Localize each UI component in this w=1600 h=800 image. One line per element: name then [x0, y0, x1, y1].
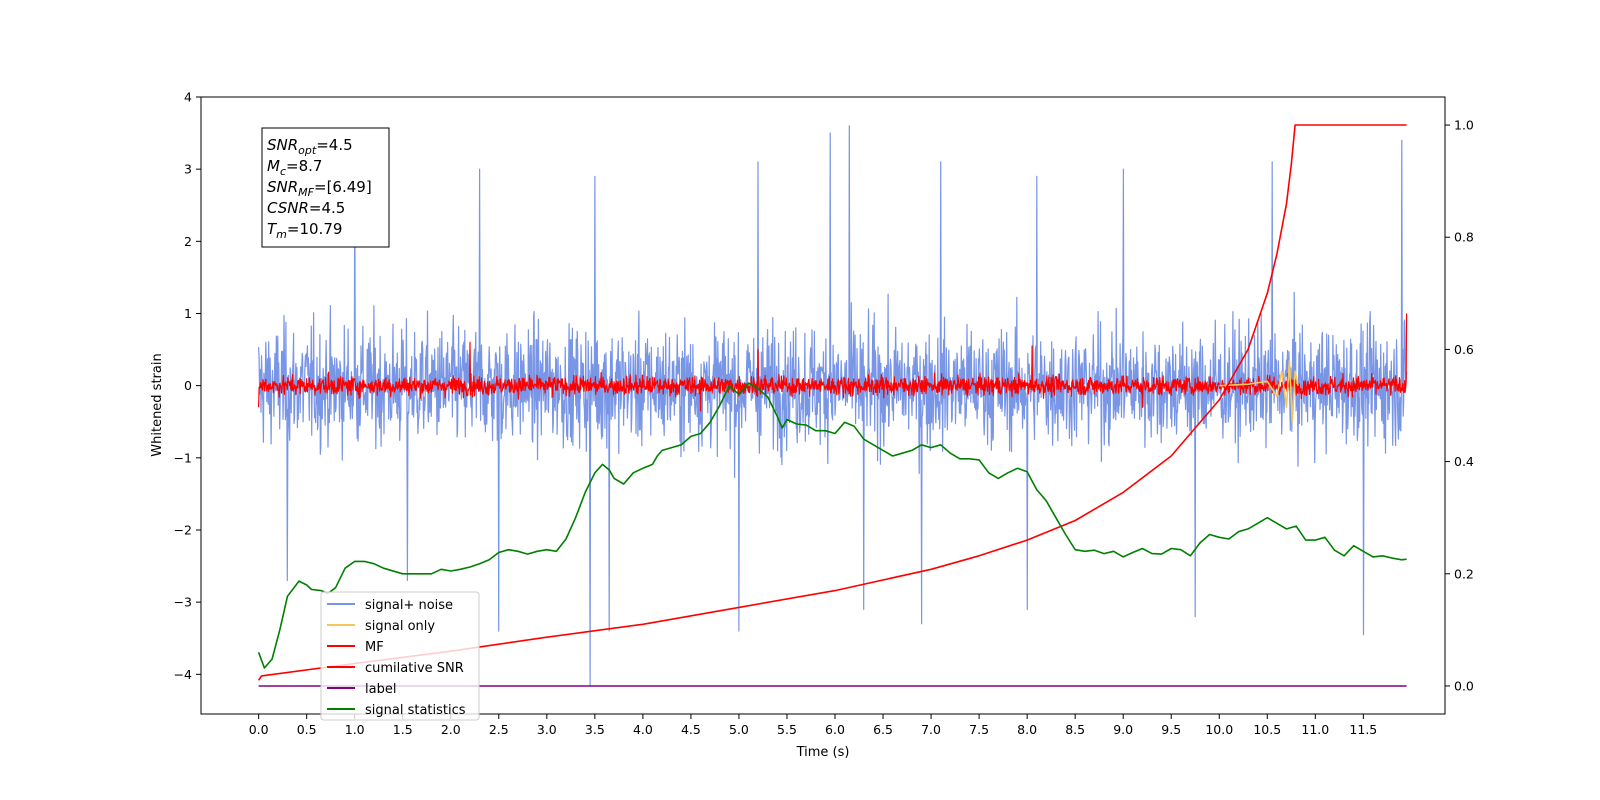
x-tick-label: 10.5: [1253, 722, 1281, 737]
x-tick-label: 11.5: [1349, 722, 1377, 737]
legend-label-label: label: [365, 682, 396, 697]
y-tick-label: 2: [184, 234, 192, 249]
legend-label-signal-noise: signal+ noise: [365, 598, 453, 613]
x-tick-label: 4.5: [681, 722, 701, 737]
x-tick-label: 2.0: [441, 722, 461, 737]
annotation-line: Tm=10.79: [267, 220, 342, 241]
y-tick-label: 3: [184, 162, 192, 177]
y-tick-label: 4: [184, 90, 192, 105]
annotation-line: SNRopt=4.5: [267, 136, 353, 157]
x-tick-label: 9.5: [1161, 722, 1181, 737]
y-tick-label: −3: [174, 595, 192, 610]
x-tick-label: 3.5: [585, 722, 605, 737]
y-tick-label: 0: [184, 378, 192, 393]
y-axis-right: 0.0 0.2 0.4 0.6 0.8 1.0: [1445, 118, 1474, 693]
y-tick-label: −1: [174, 450, 192, 465]
x-axis-label: Time (s): [796, 745, 850, 760]
x-tick-label: 7.0: [921, 722, 941, 737]
x-tick-label: 2.5: [489, 722, 509, 737]
y-tick-label: 1: [184, 306, 192, 321]
legend-label-signal-statistics: signal statistics: [365, 703, 466, 718]
y2-tick-label: 0.2: [1454, 566, 1474, 581]
x-tick-label: 10.0: [1205, 722, 1233, 737]
y2-tick-label: 1.0: [1454, 118, 1474, 133]
annotation-line: Mc=8.7: [267, 157, 322, 178]
y2-tick-label: 0.8: [1454, 230, 1474, 245]
x-tick-label: 0.0: [249, 722, 269, 737]
legend: signal+ noise signal only MF cumilative SNR…: [320, 591, 480, 721]
x-tick-label: 8.5: [1065, 722, 1085, 737]
x-tick-label: 0.5: [297, 722, 317, 737]
y2-tick-label: 0.4: [1454, 454, 1474, 469]
annotation-line: CSNR=4.5: [267, 199, 345, 217]
series-cumilative-snr: [257, 124, 1407, 681]
x-tick-label: 4.0: [633, 722, 653, 737]
x-tick-label: 9.0: [1113, 722, 1133, 737]
annotation-line: SNRMF=[6.49]: [267, 178, 372, 199]
series-mf: [258, 313, 1408, 412]
x-tick-label: 8.0: [1017, 722, 1037, 737]
x-tick-label: 1.0: [345, 722, 365, 737]
legend-label-mf: MF: [365, 640, 384, 655]
y2-tick-label: 0.6: [1454, 342, 1474, 357]
legend-label-signal-only: signal only: [365, 619, 435, 634]
series-layer: [257, 124, 1408, 687]
x-tick-label: 3.0: [537, 722, 557, 737]
y-axis-left: 4 3 2 1 0 −1 −2 −3 −4: [174, 90, 201, 682]
legend-label-cumilative-snr: cumilative SNR: [365, 661, 464, 676]
x-tick-label: 5.0: [729, 722, 749, 737]
y2-tick-label: 0.0: [1454, 678, 1474, 693]
x-tick-label: 6.5: [873, 722, 893, 737]
series-signal-noise: [258, 125, 1408, 686]
y-axis-label: Whitened strain: [150, 353, 165, 456]
x-axis: 0.0 0.5 1.0 1.5 2.0 2.5 3.0 3.5 4.0 4.5 5.0 5.5 6.0 6…: [249, 714, 1377, 737]
y-tick-label: −2: [174, 522, 192, 537]
legend-frame: [320, 591, 480, 721]
x-tick-label: 5.5: [777, 722, 797, 737]
x-tick-label: 1.5: [393, 722, 413, 737]
x-tick-label: 6.0: [825, 722, 845, 737]
plot-frame: [200, 96, 1446, 715]
x-tick-label: 7.5: [969, 722, 989, 737]
series-signal-only: [1219, 359, 1299, 423]
annotation-frame: [261, 127, 390, 248]
series-signal-statistics: [257, 382, 1407, 669]
y-tick-label: −4: [174, 667, 192, 682]
x-tick-label: 11.0: [1301, 722, 1329, 737]
